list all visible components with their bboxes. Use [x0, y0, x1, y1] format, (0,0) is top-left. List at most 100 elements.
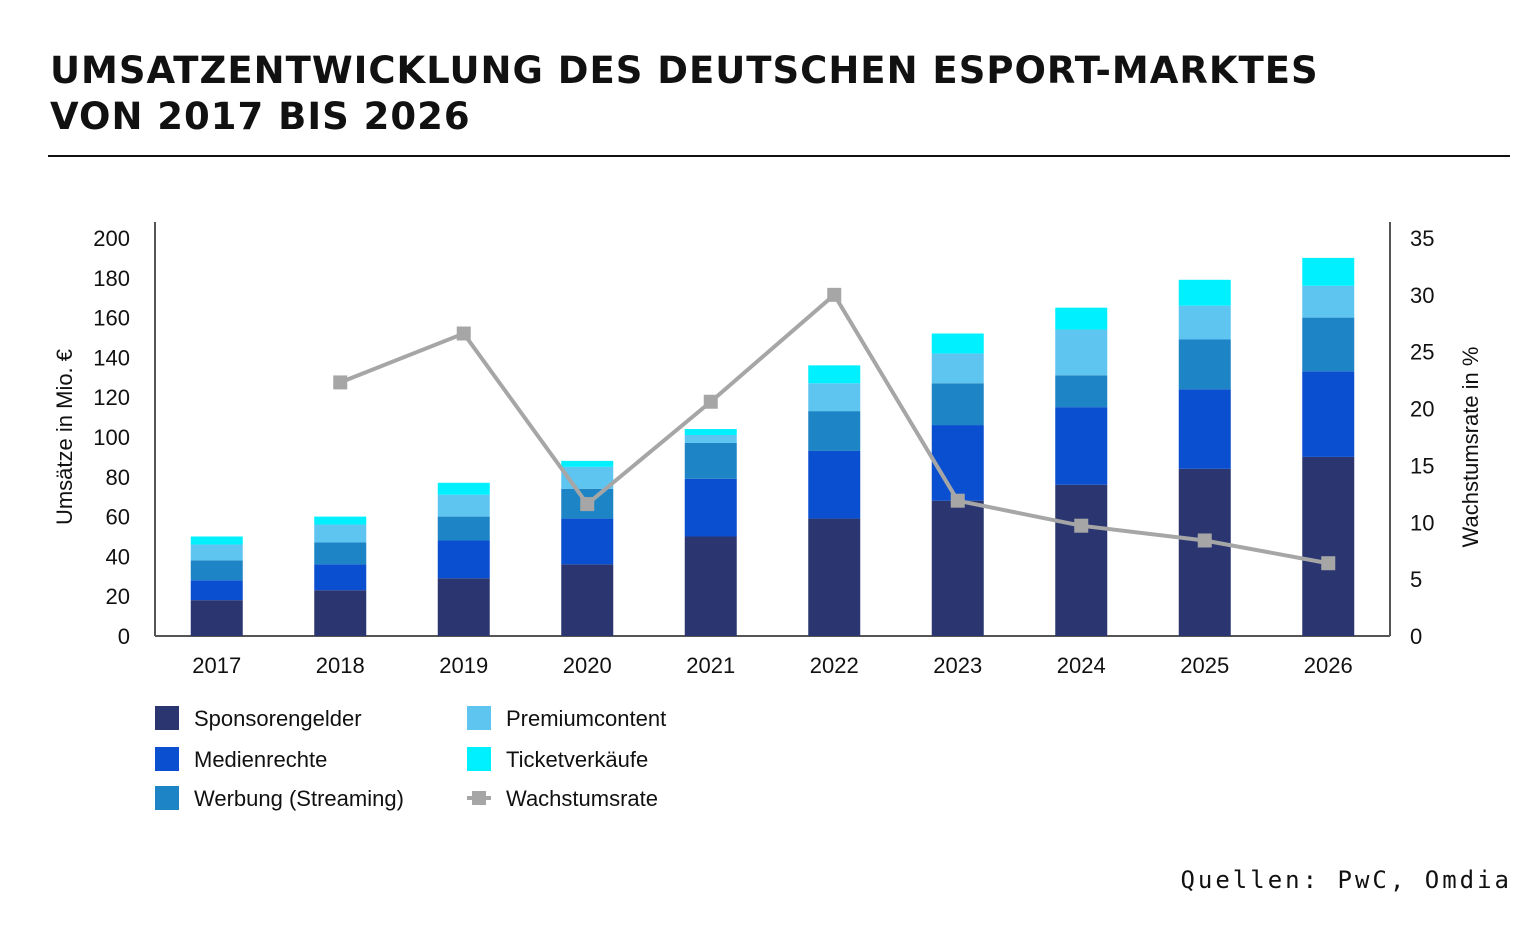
- right-tick-label: 25: [1410, 340, 1434, 365]
- bar-segment: [1302, 456, 1355, 636]
- x-tick-label: 2017: [192, 653, 241, 678]
- bar-segment: [314, 524, 367, 543]
- legend-label: Werbung (Streaming): [194, 786, 404, 811]
- bar-segment: [808, 518, 861, 636]
- growth-rate-point: [1321, 556, 1336, 571]
- bar-segment: [190, 600, 243, 636]
- bar-segment: [314, 590, 367, 636]
- bar-segment: [1178, 468, 1231, 636]
- bar-segment: [1055, 375, 1108, 408]
- growth-rate-point: [333, 375, 348, 390]
- bar-segment: [1055, 407, 1108, 485]
- left-axis-label: Umsätze in Mio. €: [52, 349, 77, 525]
- legend-label: Ticketverkäufe: [506, 747, 648, 772]
- bar-segment: [1178, 339, 1231, 390]
- right-tick-label: 0: [1410, 624, 1422, 649]
- legend-label: Wachstumsrate: [506, 786, 658, 811]
- left-tick-label: 100: [93, 425, 130, 450]
- x-tick-label: 2018: [316, 653, 365, 678]
- legend-swatch: [155, 706, 179, 730]
- left-tick-label: 80: [106, 465, 130, 490]
- bar-segment: [1178, 389, 1231, 469]
- growth-rate-point: [1074, 518, 1089, 533]
- title-divider: [48, 155, 1510, 157]
- growth-rate-point: [580, 497, 595, 512]
- right-tick-label: 30: [1410, 283, 1434, 308]
- bar-segment: [684, 536, 737, 636]
- growth-rate-point: [1197, 533, 1212, 548]
- legend-swatch: [155, 747, 179, 771]
- right-tick-label: 15: [1410, 453, 1434, 478]
- bar-segment: [190, 544, 243, 561]
- right-tick-label: 20: [1410, 397, 1434, 422]
- bar-segment: [931, 353, 984, 384]
- title-line-1: UMSATZENTWICKLUNG DES DEUTSCHEN ESPORT-M…: [50, 49, 1319, 92]
- bar-segment: [1055, 329, 1108, 376]
- x-tick-label: 2024: [1057, 653, 1106, 678]
- x-tick-label: 2026: [1304, 653, 1353, 678]
- right-tick-label: 5: [1410, 567, 1422, 592]
- chart-title: UMSATZENTWICKLUNG DES DEUTSCHEN ESPORT-M…: [50, 48, 1490, 140]
- bar-segment: [931, 333, 984, 354]
- bar-segment: [437, 540, 490, 579]
- bar-segment: [1302, 317, 1355, 372]
- growth-rate-point: [703, 394, 718, 409]
- bar-segment: [437, 578, 490, 636]
- x-tick-label: 2025: [1180, 653, 1229, 678]
- bar-segment: [1302, 257, 1355, 286]
- bar-segment: [1055, 484, 1108, 636]
- bar-segment: [1055, 307, 1108, 330]
- bar-segment: [1178, 279, 1231, 306]
- growth-rate-point: [950, 493, 965, 508]
- right-axis-label: Wachstumsrate in %: [1458, 347, 1483, 548]
- bar-segment: [561, 460, 614, 467]
- bar-segment: [1302, 285, 1355, 318]
- bar-segment: [437, 494, 490, 517]
- left-tick-label: 180: [93, 266, 130, 291]
- left-tick-label: 160: [93, 306, 130, 331]
- bar-segment: [437, 482, 490, 495]
- legend-swatch: [155, 786, 179, 810]
- source-note: Quellen: PwC, Omdia: [1180, 866, 1512, 894]
- bar-segment: [1302, 371, 1355, 457]
- legend-label: Sponsorengelder: [194, 706, 362, 731]
- left-tick-label: 60: [106, 505, 130, 530]
- bar-segment: [931, 383, 984, 426]
- legend-swatch: [467, 747, 491, 771]
- title-line-2: VON 2017 BIS 2026: [50, 95, 471, 138]
- bar-segment: [931, 500, 984, 636]
- bar-segment: [931, 425, 984, 501]
- legend-label: Medienrechte: [194, 747, 327, 772]
- growth-rate-point: [456, 326, 471, 341]
- left-tick-label: 40: [106, 544, 130, 569]
- bar-segment: [190, 580, 243, 601]
- x-tick-label: 2023: [933, 653, 982, 678]
- left-tick-label: 0: [118, 624, 130, 649]
- bar-segment: [808, 411, 861, 451]
- left-tick-label: 20: [106, 584, 130, 609]
- bar-segment: [314, 516, 367, 525]
- bar-segment: [437, 516, 490, 541]
- bar-segment: [314, 564, 367, 591]
- x-tick-label: 2021: [686, 653, 735, 678]
- x-tick-label: 2019: [439, 653, 488, 678]
- bar-segment: [808, 383, 861, 412]
- right-tick-label: 10: [1410, 510, 1434, 535]
- legend-label: Premiumcontent: [506, 706, 666, 731]
- x-tick-label: 2022: [810, 653, 859, 678]
- bar-segment: [684, 429, 737, 436]
- legend-line-marker: [472, 791, 486, 805]
- x-tick-label: 2020: [563, 653, 612, 678]
- bar-segment: [684, 435, 737, 443]
- bar-segment: [808, 450, 861, 519]
- bar-segment: [561, 564, 614, 636]
- right-tick-label: 35: [1410, 226, 1434, 251]
- bar-segment: [561, 518, 614, 565]
- growth-rate-point: [827, 287, 842, 302]
- bar-segment: [684, 442, 737, 479]
- left-tick-label: 140: [93, 345, 130, 370]
- legend-swatch: [467, 706, 491, 730]
- bar-segment: [190, 536, 243, 545]
- bar-segment: [808, 365, 861, 384]
